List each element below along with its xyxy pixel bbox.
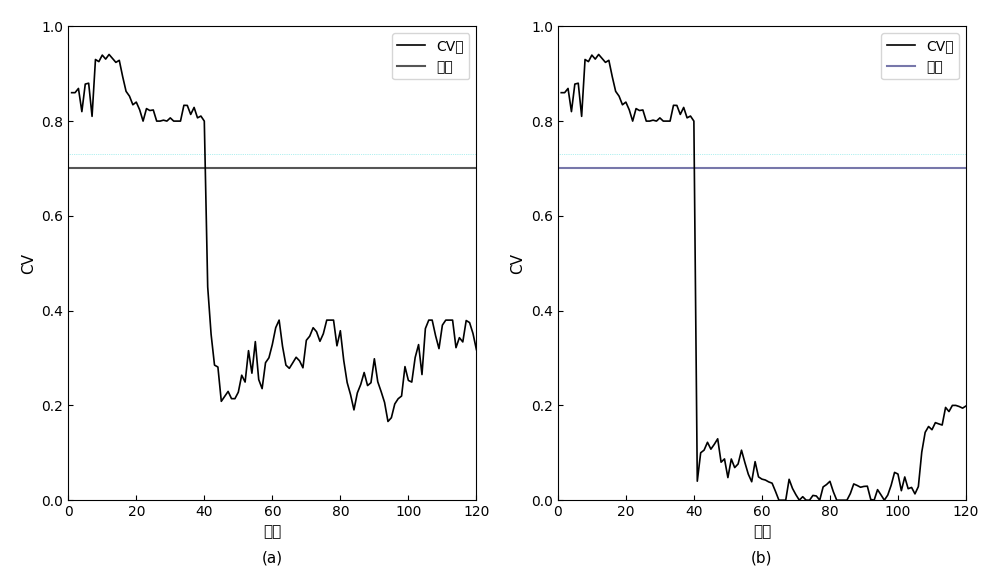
CV値 [154,118,166,125]
X-axis label: 样本: 样本 [753,525,771,540]
CV値 [348,406,360,413]
阈値 [66,165,78,172]
CV値 [644,118,656,125]
CV値 [953,403,965,410]
CV値 [667,102,679,109]
阈値 [552,165,564,172]
CV値 [773,497,785,504]
CV値 [593,51,605,58]
CV値 [392,395,404,402]
阈値 [555,165,567,172]
Y-axis label: CV: CV [21,253,36,274]
Title: (b): (b) [751,551,773,566]
CV値 [960,402,972,409]
CV値 [470,346,482,353]
Legend: CV値, 阈値: CV値, 阈値 [392,33,469,79]
Title: (a): (a) [262,551,283,566]
阈値 [62,165,74,172]
Y-axis label: CV: CV [510,253,525,274]
CV値 [382,418,394,425]
X-axis label: 样本: 样本 [263,525,281,540]
CV値 [841,497,853,504]
CV値 [66,89,78,96]
CV値 [882,491,894,498]
CV値 [464,319,476,326]
CV値 [555,89,567,96]
CV値 [294,357,306,364]
Line: CV値: CV値 [72,54,476,422]
CV値 [103,51,115,58]
CV値 [787,485,799,492]
CV値 [178,102,190,109]
Line: CV値: CV値 [561,54,966,500]
Legend: CV値, 阈値: CV値, 阈値 [881,33,959,79]
